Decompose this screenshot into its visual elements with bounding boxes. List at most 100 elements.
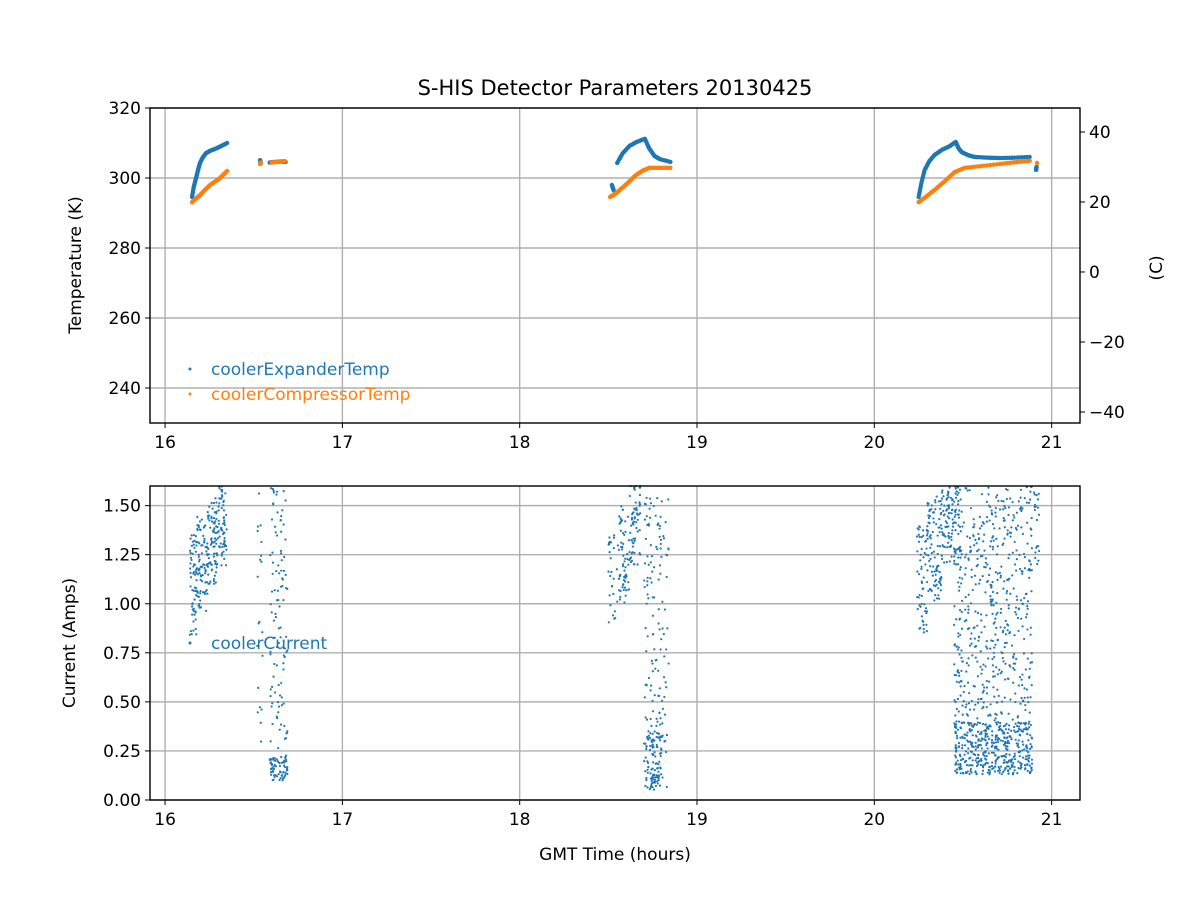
- data-point: [1003, 759, 1006, 762]
- data-point: [994, 736, 997, 739]
- data-point: [919, 626, 922, 629]
- data-point: [986, 771, 990, 774]
- data-point: [961, 525, 964, 528]
- data-point: [1020, 509, 1023, 513]
- data-point: [977, 738, 980, 741]
- data-point: [667, 547, 670, 550]
- data-point: [257, 686, 260, 689]
- data-point: [1021, 699, 1024, 702]
- data-point: [217, 519, 220, 522]
- data-point: [1012, 755, 1015, 759]
- data-point: [987, 714, 990, 717]
- data-point: [279, 549, 283, 553]
- data-point: [953, 623, 956, 627]
- data-point: [1003, 537, 1006, 540]
- data-point: [199, 599, 202, 602]
- data-point: [994, 515, 997, 518]
- data-point: [286, 730, 289, 733]
- data-point: [282, 640, 285, 643]
- data-point: [624, 557, 627, 560]
- data-point: [196, 515, 199, 518]
- data-point: [1033, 493, 1036, 496]
- data-point: [212, 545, 215, 548]
- data-point: [926, 532, 929, 535]
- data-point: [276, 589, 279, 592]
- data-point: [1007, 557, 1010, 560]
- data-point: [618, 574, 621, 577]
- data-point: [927, 516, 931, 520]
- data-point: [973, 645, 977, 648]
- data-point: [1017, 750, 1020, 754]
- data-point: [274, 531, 277, 534]
- data-point: [954, 769, 957, 773]
- data-point: [282, 598, 285, 602]
- data-point: [635, 506, 638, 510]
- data-point: [201, 544, 204, 547]
- data-point: [985, 744, 988, 747]
- data-point: [210, 569, 213, 572]
- data-point: [998, 571, 1001, 575]
- y-tick-label: 0.25: [103, 742, 141, 762]
- data-point: [630, 518, 634, 521]
- data-point: [270, 685, 274, 689]
- data-point: [1013, 769, 1016, 772]
- data-point: [647, 730, 650, 733]
- data-point: [1011, 574, 1014, 577]
- data-point: [196, 528, 199, 532]
- data-point: [934, 573, 937, 576]
- data-point: [667, 498, 670, 501]
- right-y-tick-label: −20: [1089, 333, 1125, 353]
- data-point: [1025, 755, 1028, 758]
- data-point: [996, 592, 999, 595]
- data-point: [1030, 568, 1033, 572]
- data-point: [1034, 164, 1039, 169]
- data-point: [961, 744, 964, 747]
- data-point: [954, 700, 957, 704]
- data-point: [1024, 703, 1027, 707]
- legend-marker-compressor: [188, 392, 192, 396]
- data-point: [662, 537, 666, 540]
- data-point: [633, 563, 636, 566]
- data-point: [647, 597, 650, 600]
- data-point: [944, 520, 947, 523]
- data-point: [970, 575, 973, 579]
- data-point: [621, 563, 625, 566]
- data-point: [939, 582, 942, 585]
- data-point: [198, 520, 202, 523]
- data-point: [620, 505, 623, 508]
- data-point: [987, 725, 990, 728]
- data-point: [967, 557, 970, 560]
- data-point: [932, 565, 935, 568]
- data-point: [659, 723, 662, 726]
- data-point: [1021, 749, 1024, 752]
- data-point: [622, 542, 625, 546]
- data-point: [1004, 747, 1008, 750]
- data-point: [1014, 722, 1017, 725]
- data-point: [664, 681, 667, 684]
- legend-marker-current: [188, 641, 192, 645]
- data-point: [958, 674, 961, 677]
- data-point: [622, 588, 625, 591]
- data-point: [929, 514, 932, 518]
- data-point: [948, 560, 951, 563]
- data-point: [1019, 599, 1023, 602]
- data-point: [991, 545, 995, 548]
- data-point: [1023, 596, 1026, 600]
- data-point: [989, 505, 992, 508]
- data-point: [222, 516, 226, 519]
- data-point: [984, 591, 987, 594]
- data-point: [223, 519, 226, 522]
- data-point: [221, 529, 224, 532]
- data-point: [273, 525, 277, 528]
- data-point: [657, 578, 660, 581]
- data-point: [1005, 487, 1008, 491]
- data-point: [958, 585, 961, 588]
- data-point: [974, 656, 977, 659]
- data-point: [621, 565, 625, 568]
- data-point: [976, 563, 979, 567]
- data-point: [965, 618, 968, 622]
- data-point: [651, 662, 654, 665]
- data-point: [986, 647, 989, 650]
- data-point: [647, 524, 651, 527]
- data-point: [960, 649, 963, 652]
